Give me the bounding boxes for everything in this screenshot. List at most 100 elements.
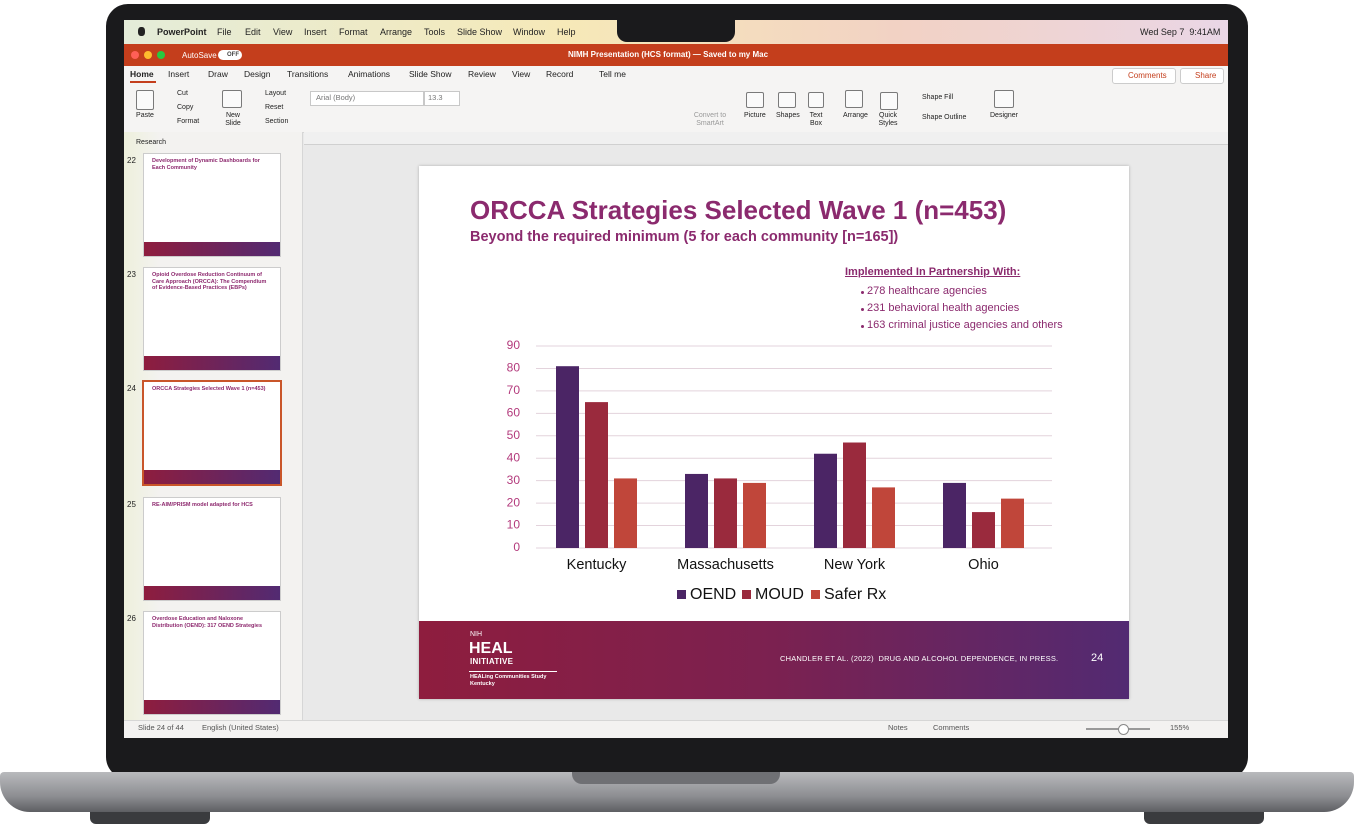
ribbon-button[interactable]: Shape Fill xyxy=(922,94,954,101)
comments-button-label[interactable]: Comments xyxy=(1128,71,1167,80)
ribbon-button[interactable]: New Slide xyxy=(225,112,241,128)
ribbon-icon[interactable] xyxy=(845,90,863,108)
ribbon-button[interactable]: Cut xyxy=(177,90,188,97)
ribbon-button[interactable]: Section xyxy=(265,118,289,125)
bar xyxy=(814,453,837,548)
legend-label: OEND xyxy=(690,586,736,603)
menu-item[interactable]: Help xyxy=(557,27,576,37)
ribbon-icon[interactable] xyxy=(778,92,796,108)
legend-swatch xyxy=(811,590,820,599)
slide-thumbnail[interactable] xyxy=(143,497,281,601)
x-tick-label: Massachusetts xyxy=(677,557,774,573)
ribbon-icon[interactable] xyxy=(808,92,824,108)
ribbon-button[interactable]: Text Box xyxy=(809,112,823,128)
ribbon-icon[interactable] xyxy=(994,90,1014,108)
menu-item[interactable]: File xyxy=(217,27,232,37)
ribbon-button[interactable]: Paste xyxy=(136,112,154,119)
slide-title: ORCCA Strategies Selected Wave 1 (n=453) xyxy=(470,195,1007,225)
ribbon-button[interactable]: Designer xyxy=(990,112,1019,119)
ribbon-tab[interactable]: Insert xyxy=(168,69,190,79)
y-tick-label: 30 xyxy=(507,473,521,487)
y-tick-label: 60 xyxy=(507,406,521,420)
ribbon-button[interactable]: Reset xyxy=(265,104,284,111)
ribbon-tab[interactable]: Transitions xyxy=(287,69,329,79)
slide-thumbnail[interactable] xyxy=(143,611,281,715)
window-button[interactable] xyxy=(157,51,165,59)
comments-button[interactable] xyxy=(1112,68,1176,84)
ribbon-button[interactable]: Picture xyxy=(744,112,766,119)
menu-item[interactable]: Edit xyxy=(245,27,261,37)
ribbon-tab[interactable]: Slide Show xyxy=(409,69,452,79)
apple-logo xyxy=(138,27,145,36)
autosave-toggle[interactable] xyxy=(218,50,242,60)
font-size-box[interactable] xyxy=(424,91,460,106)
ribbon-button[interactable]: Shapes xyxy=(776,112,800,119)
ribbon-tab[interactable]: Record xyxy=(546,69,574,79)
ribbon-button[interactable]: Arrange xyxy=(843,112,868,119)
notes-button[interactable]: Notes xyxy=(888,723,908,732)
ribbon-button[interactable]: Shape Outline xyxy=(922,114,967,121)
zoom-knob[interactable] xyxy=(1118,724,1129,735)
bar xyxy=(843,442,866,548)
ribbon-button[interactable]: Copy xyxy=(177,104,194,111)
ribbon-button[interactable]: Quick Styles xyxy=(878,112,898,128)
slide xyxy=(419,166,1129,699)
menu-item[interactable]: Format xyxy=(339,27,368,37)
ribbon-icon[interactable] xyxy=(222,90,242,108)
window-button[interactable] xyxy=(131,51,139,59)
ribbon-button[interactable]: Layout xyxy=(265,90,287,97)
x-tick-label: Kentucky xyxy=(567,557,627,573)
bar xyxy=(614,478,637,548)
y-tick-label: 0 xyxy=(513,540,520,554)
thumbnail-title: Overdose Education and Naloxone Distribu… xyxy=(152,616,263,629)
partner-item: 231 behavioral health agencies xyxy=(867,302,1020,314)
ribbon-icon[interactable] xyxy=(880,92,898,110)
footer-heal: HEAL xyxy=(469,640,513,657)
zoom-level[interactable]: 155% xyxy=(1170,723,1190,732)
slide-number: 25 xyxy=(127,500,136,509)
share-button[interactable] xyxy=(1180,68,1224,84)
ribbon-tab[interactable]: Review xyxy=(468,69,496,79)
font-box[interactable] xyxy=(310,91,424,106)
menu-item[interactable]: Tools xyxy=(424,27,446,37)
menu-item[interactable]: Slide Show xyxy=(457,27,503,37)
tell-me[interactable]: Tell me xyxy=(599,69,626,79)
legend-swatch xyxy=(742,590,751,599)
legend-swatch xyxy=(677,590,686,599)
comments-status-button[interactable]: Comments xyxy=(933,723,970,732)
bar xyxy=(685,473,708,548)
ribbon-tab[interactable]: Draw xyxy=(208,69,228,79)
app-menu[interactable]: PowerPoint xyxy=(157,27,207,37)
window-button[interactable] xyxy=(144,51,152,59)
clock: Wed Sep 7 9:41AM xyxy=(1140,27,1221,37)
ribbon-button[interactable]: Convert to SmartArt xyxy=(693,112,727,128)
slide-footer xyxy=(419,621,1129,699)
thumbnail-title: RE-AIM/PRISM model adapted for HCS xyxy=(152,502,253,508)
menu-item[interactable]: Window xyxy=(513,27,546,37)
ruler xyxy=(304,132,1228,145)
partner-item: 278 healthcare agencies xyxy=(867,285,987,297)
share-button-label[interactable]: Share xyxy=(1195,71,1217,80)
thumbnail-title: Development of Dynamic Dashboards for Ea… xyxy=(152,158,260,171)
ribbon-tab[interactable]: Home xyxy=(130,69,154,79)
ribbon-tab[interactable]: Animations xyxy=(348,69,391,79)
ribbon-tab[interactable]: Design xyxy=(244,69,271,79)
ribbon-icon[interactable] xyxy=(746,92,764,108)
slide-thumbnail[interactable] xyxy=(143,153,281,257)
ribbon-icon[interactable] xyxy=(136,90,154,110)
ribbon-button[interactable]: Format xyxy=(177,118,200,125)
x-tick-label: New York xyxy=(824,557,886,573)
slide-thumbnail[interactable] xyxy=(142,380,282,486)
ribbon-tab[interactable]: View xyxy=(512,69,531,79)
menu-item[interactable]: View xyxy=(273,27,293,37)
footer-citation: CHANDLER ET AL. (2022) DRUG AND ALCOHOL … xyxy=(780,654,1059,663)
bullet xyxy=(861,291,864,294)
section-header: Research xyxy=(136,139,166,146)
slide-thumbnail[interactable] xyxy=(143,267,281,371)
bar xyxy=(585,402,608,548)
menu-item[interactable]: Arrange xyxy=(380,27,413,37)
menu-item[interactable]: Insert xyxy=(304,27,327,37)
y-tick-label: 80 xyxy=(507,361,521,375)
bar xyxy=(556,366,579,548)
footer-state: Kentucky xyxy=(470,681,495,687)
